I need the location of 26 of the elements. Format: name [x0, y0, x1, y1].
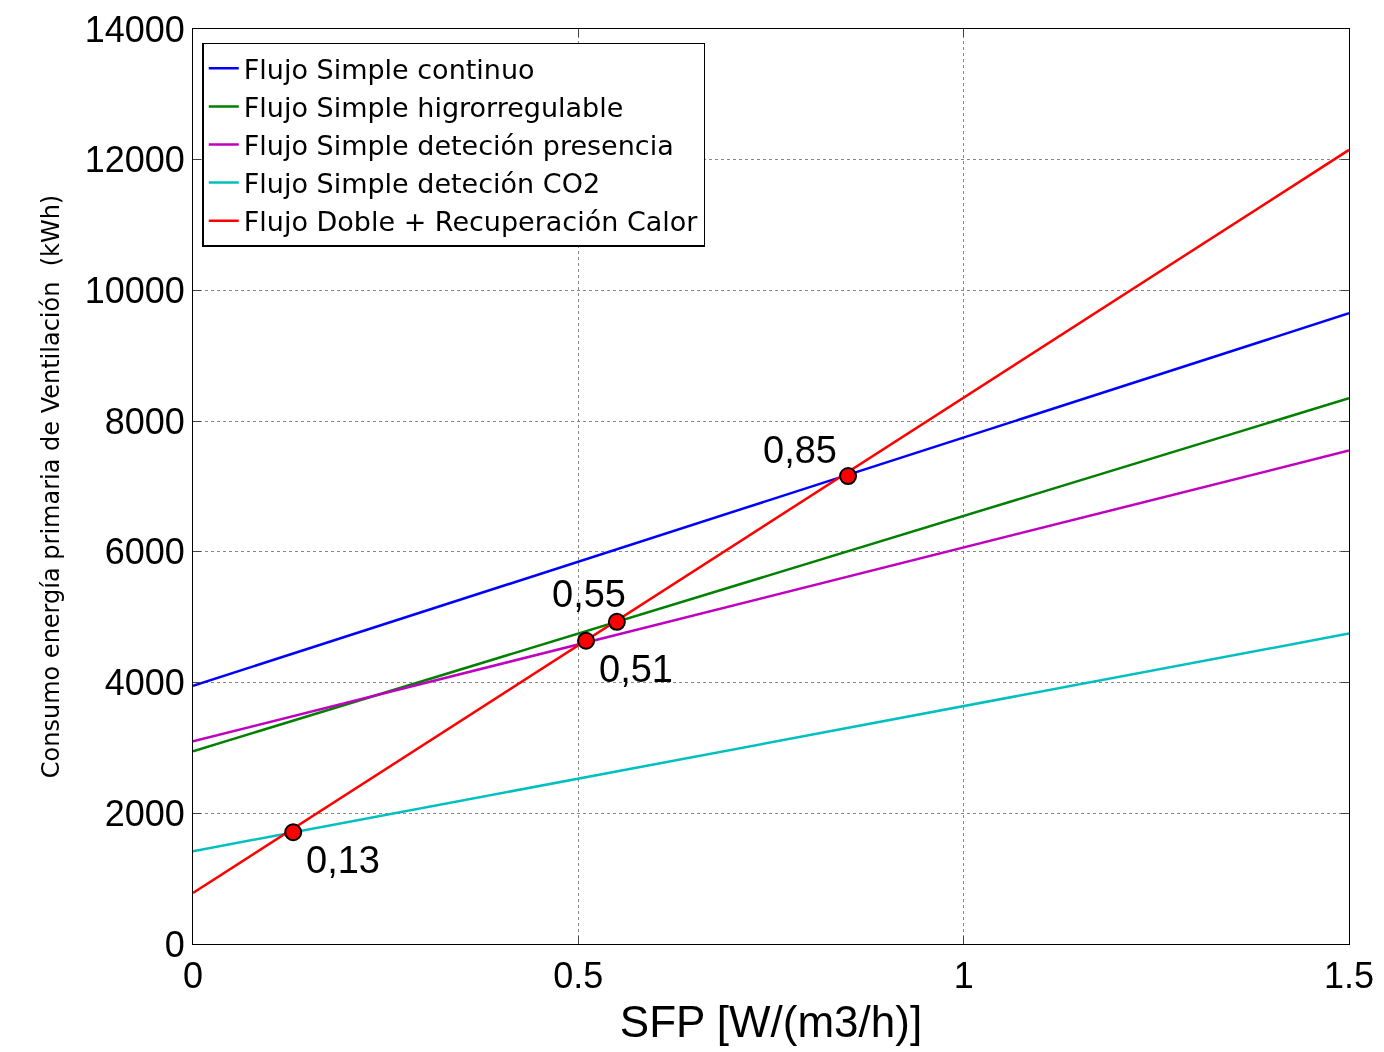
- y-tick-label: 0: [164, 923, 185, 965]
- x-axis-title: SFP [W/(m3/h)]: [619, 996, 923, 1046]
- legend-label: Flujo Simple deteción presencia: [243, 130, 674, 162]
- legend-label: Flujo Simple higrorregulable: [243, 91, 624, 123]
- point: [607, 612, 626, 631]
- y-tick-label: 6000: [104, 531, 185, 573]
- x-tick-label: 1.5: [1323, 955, 1375, 997]
- annotation: 0,85: [763, 429, 837, 471]
- y-tick-label: 12000: [84, 139, 185, 181]
- annotation: 0,13: [306, 839, 380, 881]
- point: [577, 631, 596, 650]
- legend-label: Flujo Simple continuo: [243, 53, 535, 85]
- x-tick-label: 0.5: [553, 955, 604, 997]
- point: [284, 823, 303, 842]
- y-tick-label: 2000: [104, 792, 185, 834]
- y-tick-label: 4000: [104, 662, 185, 704]
- legend-label: Flujo Simple deteción CO2: [243, 168, 601, 200]
- y-axis-title: Consumo energía primaria de Ventilación (kWh): [36, 194, 65, 779]
- annotation: 0,55: [552, 573, 626, 615]
- legend-label: Flujo Doble + Recuperación Calor: [243, 206, 699, 238]
- point: [839, 467, 858, 486]
- y-tick-label: 10000: [84, 270, 185, 312]
- y-tick-label: 14000: [84, 8, 185, 50]
- x-tick-label: 1: [953, 955, 974, 997]
- annotation: 0,51: [599, 648, 673, 690]
- y-tick-label: 8000: [104, 400, 185, 442]
